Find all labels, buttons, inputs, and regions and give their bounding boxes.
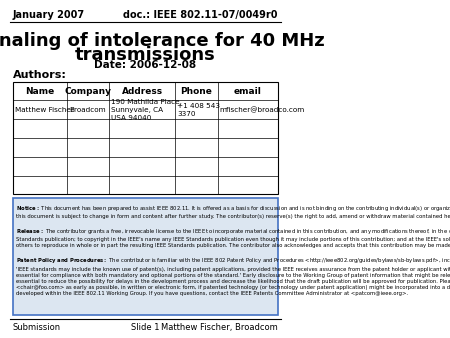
Text: Matthew Fischer, Broadcom: Matthew Fischer, Broadcom	[161, 323, 278, 332]
Text: $\bf{Notice:}$ This document has been prepared to assist IEEE 802.11. It is offe: $\bf{Notice:}$ This document has been pr…	[16, 204, 450, 296]
Text: 190 Mathilda Place,
Sunnyvale, CA
USA 94040: 190 Mathilda Place, Sunnyvale, CA USA 94…	[111, 99, 182, 121]
Text: Date: 2006-12-08: Date: 2006-12-08	[94, 60, 197, 70]
Text: Phone: Phone	[180, 87, 212, 96]
Text: Slide 1: Slide 1	[131, 323, 160, 332]
Text: Broadcom: Broadcom	[69, 107, 106, 113]
Text: mfischer@broadco.com: mfischer@broadco.com	[220, 106, 305, 113]
Text: Submission: Submission	[13, 323, 61, 332]
Text: +1 408 543
3370: +1 408 543 3370	[177, 103, 220, 117]
Text: Authors:: Authors:	[13, 70, 67, 80]
Text: Signaling of intolerance for 40 MHz: Signaling of intolerance for 40 MHz	[0, 32, 324, 50]
Text: Matthew Fischer: Matthew Fischer	[15, 107, 74, 113]
FancyBboxPatch shape	[13, 198, 278, 315]
Text: Address: Address	[122, 87, 163, 96]
Text: Company: Company	[65, 87, 112, 96]
Text: email: email	[234, 87, 261, 96]
Bar	[13, 82, 278, 194]
Text: doc.: IEEE 802.11-07/0049r0: doc.: IEEE 802.11-07/0049r0	[123, 10, 278, 20]
Text: January 2007: January 2007	[13, 10, 85, 20]
Text: transmissions: transmissions	[75, 46, 216, 64]
Text: Name: Name	[25, 87, 54, 96]
